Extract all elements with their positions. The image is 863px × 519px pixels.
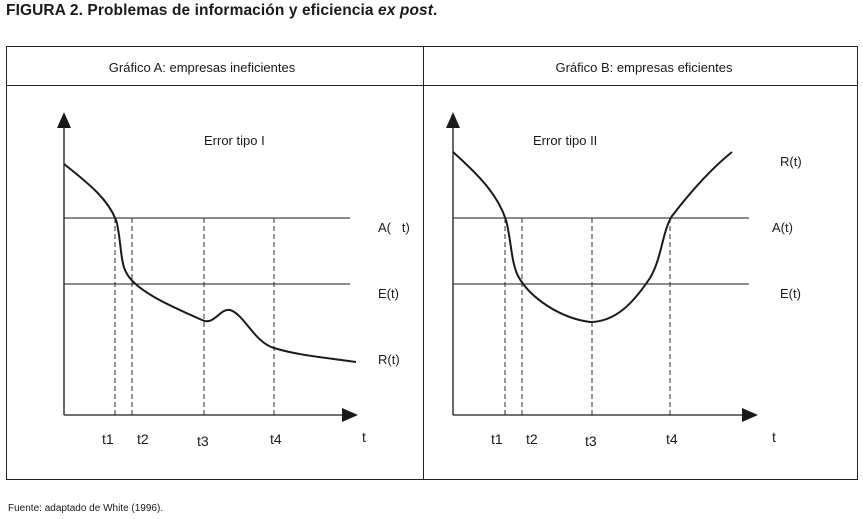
panel-a-annotation: Error tipo I bbox=[204, 133, 265, 148]
panel-b-tick-t1: t1 bbox=[491, 431, 503, 447]
panel-b-tick-t3: t3 bbox=[585, 433, 597, 449]
panel-b-tick-t4: t4 bbox=[666, 431, 678, 447]
panel-a-tick-t1: t1 bbox=[102, 431, 114, 447]
panel-a-curve-R bbox=[63, 163, 357, 363]
panel-b-annotation: Error tipo II bbox=[533, 133, 597, 148]
figure-frame bbox=[6, 46, 858, 480]
panel-a-tick-t3: t3 bbox=[197, 433, 209, 449]
panel-a-title: Gráfico A: empresas ineficientes bbox=[108, 60, 296, 75]
figure-title-suffix: . bbox=[433, 2, 438, 19]
panel-a-tick-t2: t2 bbox=[137, 431, 149, 447]
panel-b-curve-R bbox=[452, 151, 733, 324]
panel-b-title: Gráfico B: empresas eficientes bbox=[555, 60, 733, 75]
panel-a-y-arrow bbox=[57, 112, 71, 128]
panel-divider bbox=[423, 46, 424, 480]
panel-b-x-label: t bbox=[772, 429, 776, 445]
figure-title-text: FIGURA 2. Problemas de información y efi… bbox=[6, 2, 379, 19]
panel-b-diagram: Error tipo II R(t) A(t) E(t) t1 t2 t3 t4… bbox=[446, 112, 802, 449]
panel-a-x-label: t bbox=[362, 429, 366, 445]
header-divider bbox=[6, 85, 858, 86]
panel-a-label-R: R(t) bbox=[378, 352, 400, 367]
panel-a-label-E: E(t) bbox=[378, 286, 399, 301]
panel-a-diagram: Error tipo I A( t) E(t) R(t) t1 t2 t3 t4… bbox=[57, 112, 410, 449]
figure-title-emphasis: ex post bbox=[378, 2, 433, 19]
panel-b-label-R: R(t) bbox=[780, 154, 802, 169]
panel-b-label-A: A(t) bbox=[772, 220, 793, 235]
panel-b-tick-t2: t2 bbox=[526, 431, 538, 447]
panel-b-label-E: E(t) bbox=[780, 286, 801, 301]
figure-title: FIGURA 2. Problemas de información y efi… bbox=[6, 2, 437, 20]
panel-b-y-arrow bbox=[446, 112, 460, 128]
panel-a-x-arrow bbox=[342, 408, 358, 422]
panel-b-x-arrow bbox=[742, 408, 758, 422]
figure-source: Fuente: adaptado de White (1996). bbox=[8, 503, 164, 514]
panel-a-label-A: A( t) bbox=[378, 220, 410, 235]
panel-a-tick-t4: t4 bbox=[270, 431, 282, 447]
